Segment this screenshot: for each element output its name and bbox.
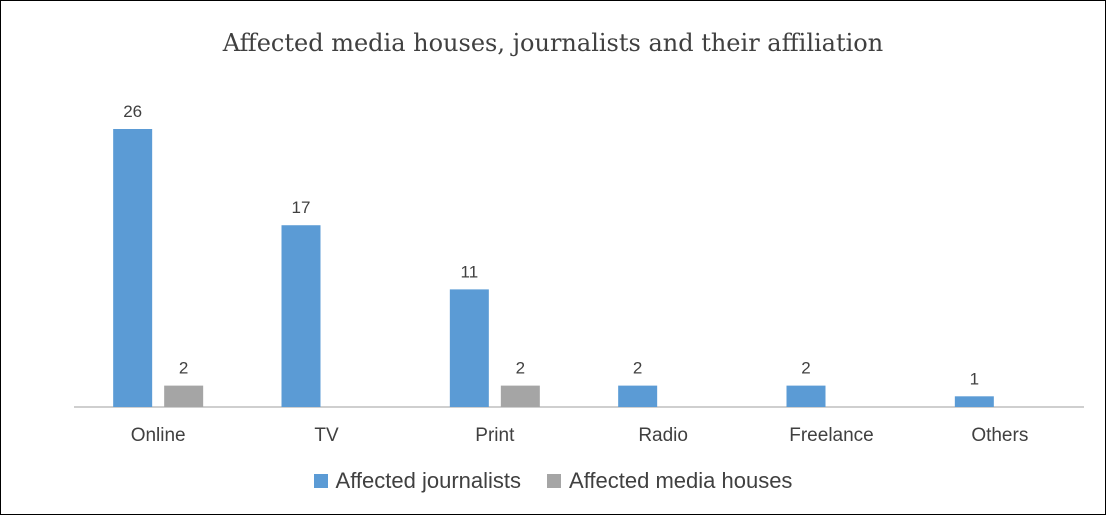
data-label-affected-journalists-radio: 2: [633, 359, 642, 378]
bar-affected-journalists-tv: [281, 225, 321, 407]
bar-affected-journalists-others: [954, 396, 994, 407]
tick-labels-group: Online TV Print Radio Freelance Others: [131, 425, 1029, 446]
legend-label-affected-journalists: Affected journalists: [335, 468, 522, 493]
x-tick-label-freelance: Freelance: [789, 425, 874, 446]
bar-affected-journalists-print: [449, 289, 489, 407]
data-label-affected-journalists-freelance: 2: [801, 359, 810, 378]
data-label-affected-journalists-print: 11: [461, 262, 479, 281]
data-label-affected-journalists-others: 1: [970, 369, 979, 388]
bar-affected-media-houses-print: [500, 385, 540, 407]
bars-group: 26 2 17 11 2 2 2 1: [113, 102, 994, 407]
bar-affected-media-houses-online: [164, 385, 204, 407]
legend-swatch-affected-journalists: [313, 474, 328, 488]
legend-item-affected-media-houses: Affected media houses: [547, 468, 792, 494]
data-label-affected-journalists-tv: 17: [292, 198, 311, 217]
bar-affected-journalists-online: [113, 129, 153, 407]
bar-affected-journalists-radio: [618, 385, 658, 407]
x-tick-label-tv: TV: [314, 425, 339, 446]
data-label-affected-journalists-online: 26: [123, 102, 142, 121]
x-tick-label-print: Print: [475, 425, 515, 446]
x-tick-label-others: Others: [971, 425, 1028, 446]
x-tick-label-online: Online: [131, 425, 186, 446]
legend-swatch-affected-media-houses: [547, 474, 562, 488]
data-label-affected-media-houses-print: 2: [516, 359, 525, 378]
data-label-affected-media-houses-online: 2: [179, 359, 188, 378]
chart-title: Affected media houses, journalists and t…: [222, 29, 884, 57]
legend-item-affected-journalists: Affected journalists: [313, 468, 522, 494]
legend-label-affected-media-houses: Affected media houses: [569, 468, 793, 493]
legend: Affected journalists Affected media house…: [1, 468, 1105, 494]
bar-affected-journalists-freelance: [786, 385, 826, 407]
x-tick-label-radio: Radio: [638, 425, 688, 446]
